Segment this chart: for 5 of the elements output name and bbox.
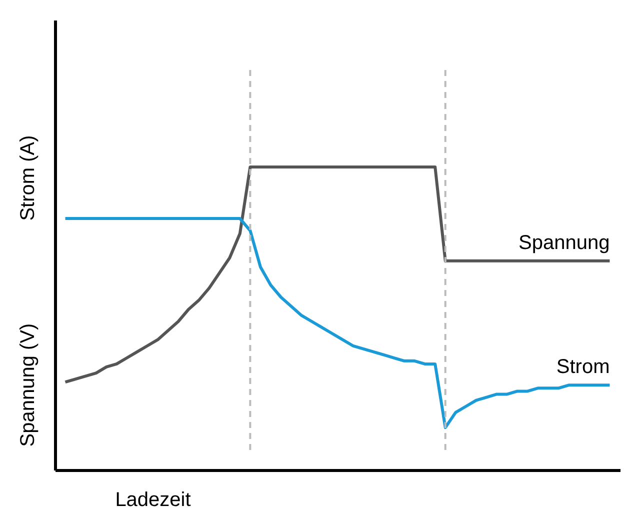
y-axis-title: Spannung (V) [17,323,39,447]
text: Strom (A) [17,135,39,221]
series-label: Spannung [518,232,610,254]
series-label: Strom [556,356,610,378]
x-axis-title: Ladezeit [115,489,192,511]
